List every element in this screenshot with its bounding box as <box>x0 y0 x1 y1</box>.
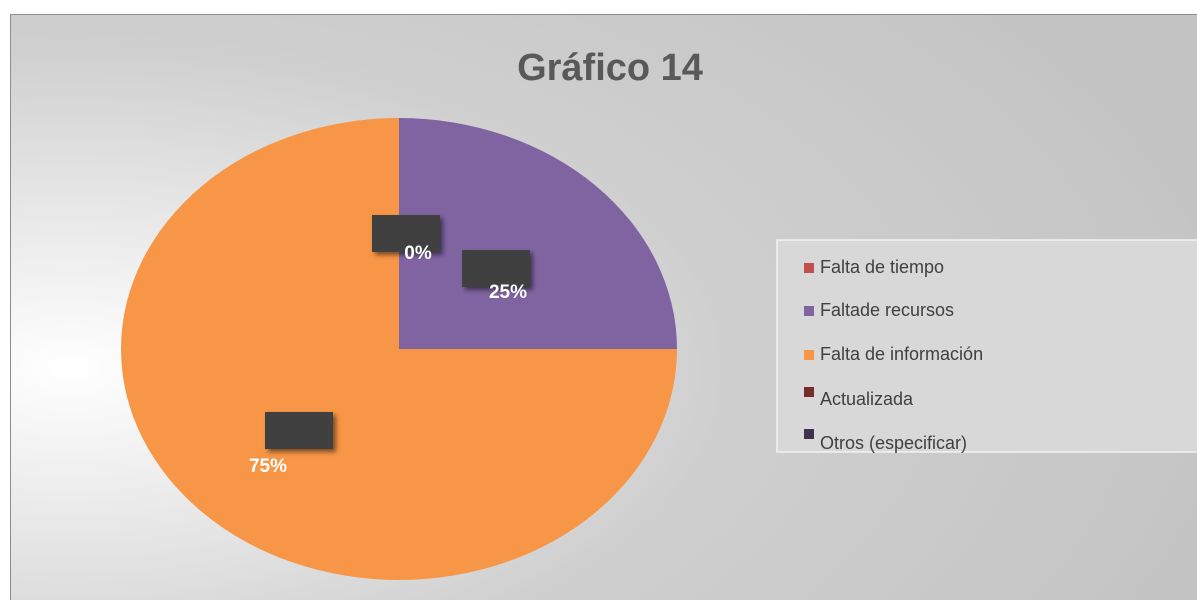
data-label: 25% <box>489 282 527 303</box>
legend-swatch <box>804 306 814 316</box>
legend-swatch <box>804 429 814 439</box>
legend-swatch <box>804 350 814 360</box>
legend-label: Actualizada <box>820 389 914 409</box>
data-label: 75% <box>249 456 287 477</box>
pie-slice <box>121 118 677 580</box>
legend <box>776 239 1197 453</box>
legend-label: Faltade recursos <box>820 300 954 320</box>
legend-swatch <box>804 387 814 397</box>
chart-title: Gráfico 14 <box>517 47 703 89</box>
label-box <box>265 412 333 449</box>
pie-slice <box>399 118 677 349</box>
data-label: 0% <box>404 243 432 264</box>
label-box <box>372 215 440 252</box>
legend-label: Otros (especificar) <box>820 433 967 453</box>
label-box <box>462 250 530 287</box>
legend-label: Falta de tiempo <box>820 257 944 277</box>
legend-swatch <box>804 263 814 273</box>
legend-label: Falta de información <box>820 344 983 364</box>
